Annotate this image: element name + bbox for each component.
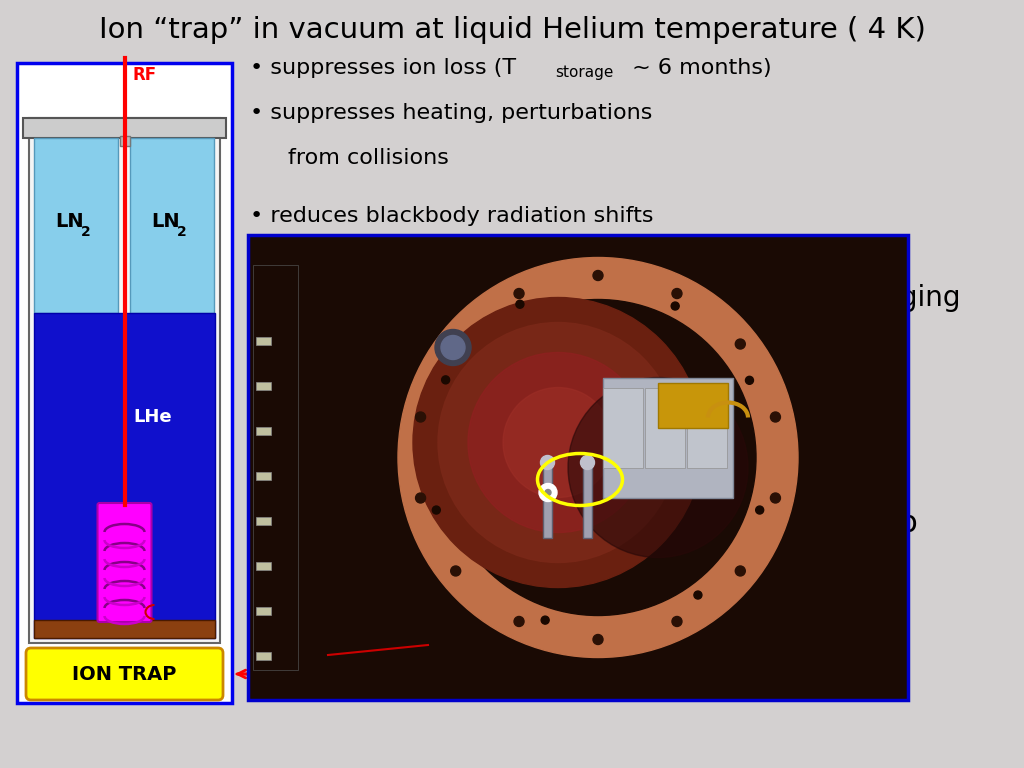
Circle shape: [451, 339, 461, 349]
Text: LHe: LHe: [134, 408, 172, 426]
Circle shape: [568, 378, 748, 558]
Bar: [23, 118, 226, 138]
Circle shape: [671, 302, 679, 310]
Circle shape: [770, 412, 780, 422]
Circle shape: [503, 388, 613, 498]
Circle shape: [593, 634, 603, 644]
Bar: [603, 388, 643, 468]
Bar: [543, 462, 552, 538]
Circle shape: [514, 289, 524, 299]
Text: Ion “trap” in vacuum at liquid Helium temperature ( 4 K): Ion “trap” in vacuum at liquid Helium te…: [98, 16, 926, 44]
Text: • suppresses heating, perturbations: • suppresses heating, perturbations: [250, 103, 652, 123]
Circle shape: [593, 270, 603, 280]
Circle shape: [541, 616, 549, 624]
Circle shape: [516, 300, 524, 308]
Circle shape: [432, 506, 440, 514]
Bar: [256, 562, 271, 570]
Circle shape: [581, 455, 595, 469]
Bar: [687, 388, 727, 468]
Circle shape: [441, 376, 450, 384]
Bar: [256, 337, 271, 345]
Text: 2: 2: [177, 224, 186, 239]
Circle shape: [756, 506, 764, 514]
Circle shape: [435, 329, 471, 366]
Text: • reduces blackbody radiation shifts: • reduces blackbody radiation shifts: [250, 206, 653, 226]
Circle shape: [416, 412, 426, 422]
Bar: [256, 652, 271, 660]
Bar: [34, 620, 215, 638]
Bar: [256, 517, 271, 525]
Bar: [17, 63, 232, 703]
Circle shape: [398, 257, 798, 657]
Bar: [603, 378, 733, 498]
Text: lens: lens: [848, 319, 905, 347]
Circle shape: [514, 617, 524, 627]
Circle shape: [438, 323, 678, 562]
Circle shape: [672, 617, 682, 627]
Bar: [256, 427, 271, 435]
Text: from collisions: from collisions: [288, 148, 449, 168]
Text: • suppresses ion loss (T: • suppresses ion loss (T: [250, 58, 516, 78]
Text: LN: LN: [152, 212, 180, 231]
Bar: [645, 388, 685, 468]
Circle shape: [694, 591, 701, 599]
Text: storage: storage: [555, 65, 613, 81]
Bar: [248, 235, 908, 700]
Circle shape: [468, 353, 648, 532]
Bar: [658, 382, 728, 428]
Bar: [120, 136, 129, 146]
Circle shape: [745, 376, 754, 384]
Text: LN: LN: [55, 212, 84, 231]
Circle shape: [539, 484, 557, 502]
Bar: [248, 235, 908, 700]
Bar: [583, 462, 592, 538]
Circle shape: [440, 300, 756, 615]
Bar: [256, 607, 271, 615]
Bar: [29, 118, 220, 643]
Bar: [130, 138, 214, 313]
Circle shape: [545, 489, 551, 495]
Circle shape: [770, 493, 780, 503]
Circle shape: [672, 289, 682, 299]
Text: ~ 6 months): ~ 6 months): [625, 58, 772, 78]
Circle shape: [735, 566, 745, 576]
Circle shape: [413, 297, 703, 588]
Text: ION TRAP: ION TRAP: [73, 664, 177, 684]
FancyBboxPatch shape: [97, 503, 152, 622]
Bar: [34, 138, 118, 313]
Bar: [256, 382, 271, 390]
Text: 2: 2: [81, 224, 91, 239]
FancyBboxPatch shape: [26, 648, 223, 700]
Circle shape: [441, 336, 465, 359]
Text: RF: RF: [132, 66, 157, 84]
Circle shape: [735, 339, 745, 349]
Bar: [253, 265, 298, 670]
Bar: [34, 313, 215, 638]
Circle shape: [416, 493, 426, 503]
Text: trap: trap: [855, 508, 918, 538]
Circle shape: [451, 566, 461, 576]
Text: imaging: imaging: [848, 284, 961, 312]
Circle shape: [541, 455, 555, 469]
Bar: [256, 472, 271, 480]
